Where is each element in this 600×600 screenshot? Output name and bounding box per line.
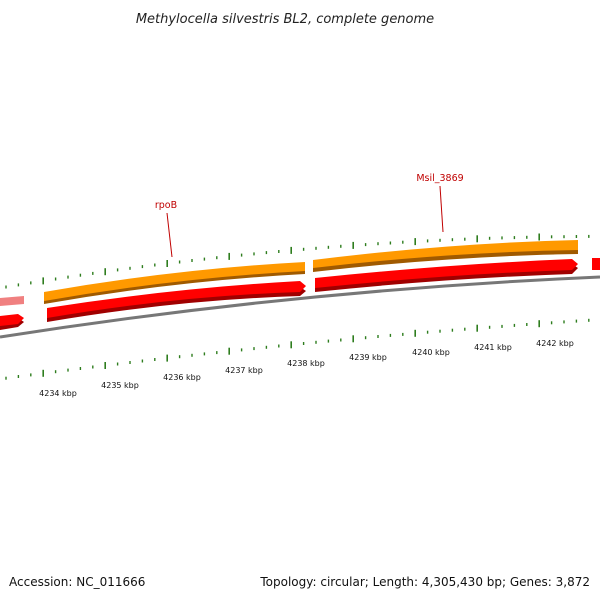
scale-tick-label: 4236 kbp — [163, 373, 201, 382]
red-gene-block-1[interactable] — [47, 281, 306, 318]
red-track — [0, 258, 600, 330]
genome-summary-text: Topology: circular; Length: 4,305,430 bp… — [259, 575, 590, 589]
red-gene-block-left[interactable] — [0, 314, 24, 326]
scale-tick-label: 4239 kbp — [349, 353, 387, 362]
orange-gene-block-Msil3869[interactable] — [313, 240, 578, 268]
label-leader-rpoB — [166, 212, 173, 258]
scale-tick-labels: 4234 kbp 4235 kbp 4236 kbp 4237 kbp 4238… — [39, 339, 574, 398]
scale-tick-label: 4237 kbp — [225, 366, 263, 375]
scale-tick-label: 4242 kbp — [536, 339, 574, 348]
accession-text: Accession: NC_011666 — [9, 575, 145, 589]
gene-label-rpoB[interactable]: rpoB — [155, 200, 177, 211]
scale-tick-label: 4240 kbp — [412, 348, 450, 357]
scale-tick-label: 4234 kbp — [39, 389, 77, 398]
orange-track — [0, 240, 578, 306]
red-gene-block-2[interactable] — [315, 259, 578, 288]
red-gene-block-right[interactable] — [592, 258, 600, 270]
scale-tick-label: 4238 kbp — [287, 359, 325, 368]
scale-tick-label: 4235 kbp — [101, 381, 139, 390]
scale-tick-row — [5, 318, 590, 380]
orange-gene-block-rpoB[interactable] — [44, 262, 305, 301]
red-gene-block-1-shadow — [47, 287, 306, 322]
gene-label-Msil3869[interactable]: Msil_3869 — [416, 173, 463, 184]
scale-tick-label: 4241 kbp — [474, 343, 512, 352]
genome-title: Methylocella silvestris BL2, complete ge… — [136, 12, 434, 27]
genome-backbone — [0, 275, 600, 339]
upper-tick-row — [5, 233, 590, 289]
orange-gene-block-left-stub — [0, 296, 24, 306]
label-leader-Msil3869 — [439, 185, 444, 233]
